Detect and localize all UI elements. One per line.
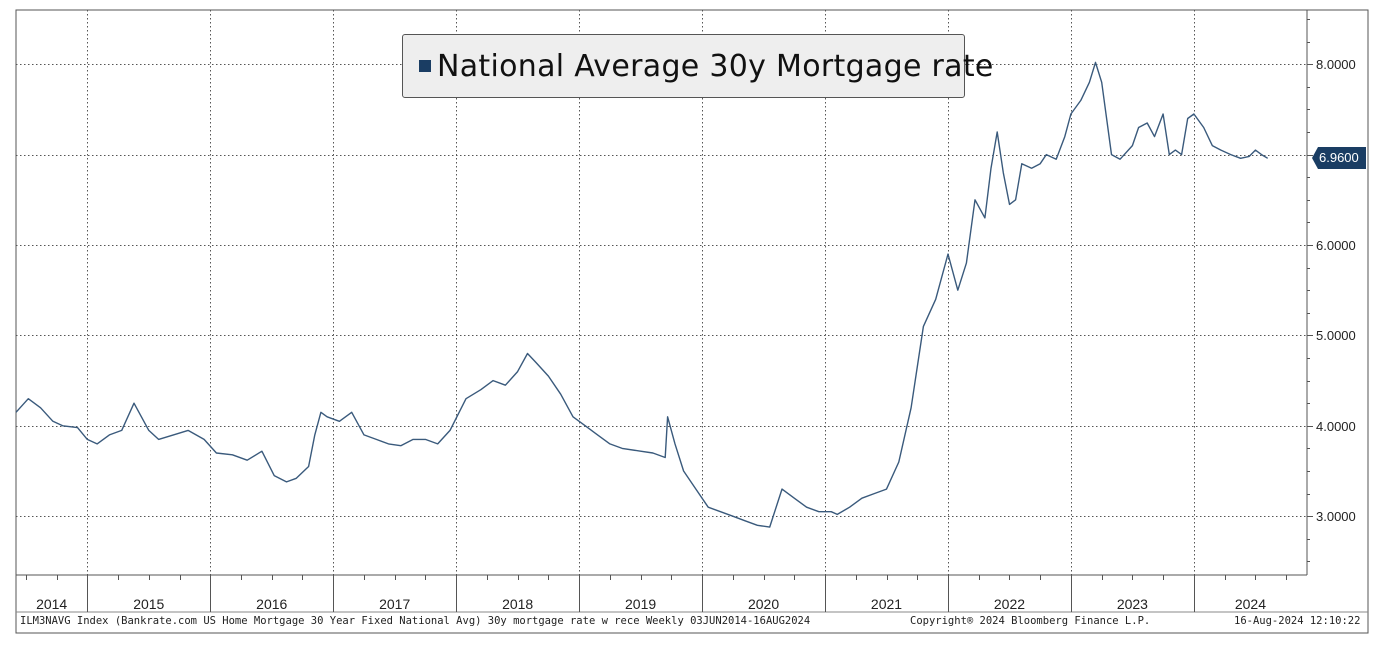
chart-outer-frame (15, 9, 1369, 634)
footer-timestamp: 16-Aug-2024 12:10:22 (1234, 615, 1361, 627)
series-line-mortgage-rate (15, 61, 1269, 528)
last-value-label: 6.9600 (1319, 150, 1359, 166)
x-tick-label: 2024 (1235, 596, 1266, 612)
footer-source: ILM3NAVG Index (Bankrate.com US Home Mor… (20, 615, 811, 627)
x-tick-label: 2019 (625, 596, 656, 612)
x-tick-label: 2022 (994, 596, 1025, 612)
y-tick-label: 4.0000 (1316, 419, 1356, 434)
y-tick-label: 3.0000 (1316, 509, 1356, 524)
x-tick-label: 2020 (748, 596, 779, 612)
legend-swatch (419, 60, 431, 72)
y-tick-label: 5.0000 (1316, 328, 1356, 343)
x-tick-label: 2023 (1117, 596, 1148, 612)
footer-copyright: Copyright® 2024 Bloomberg Finance L.P. (910, 615, 1151, 627)
y-tick-label: 6.0000 (1316, 238, 1356, 253)
x-tick-label: 2014 (36, 596, 67, 612)
x-tick-label: 2017 (379, 596, 410, 612)
y-tick-label: 8.0000 (1316, 57, 1356, 72)
x-tick-label: 2018 (502, 596, 533, 612)
x-tick-label: 2015 (133, 596, 164, 612)
x-tick-label: 2021 (871, 596, 902, 612)
x-tick-label: 2016 (256, 596, 287, 612)
chart-legend: National Average 30y Mortgage rate (402, 34, 993, 98)
chart-title: National Average 30y Mortgage rate (437, 48, 994, 84)
last-value-badge: 6.9600 (1312, 147, 1366, 170)
